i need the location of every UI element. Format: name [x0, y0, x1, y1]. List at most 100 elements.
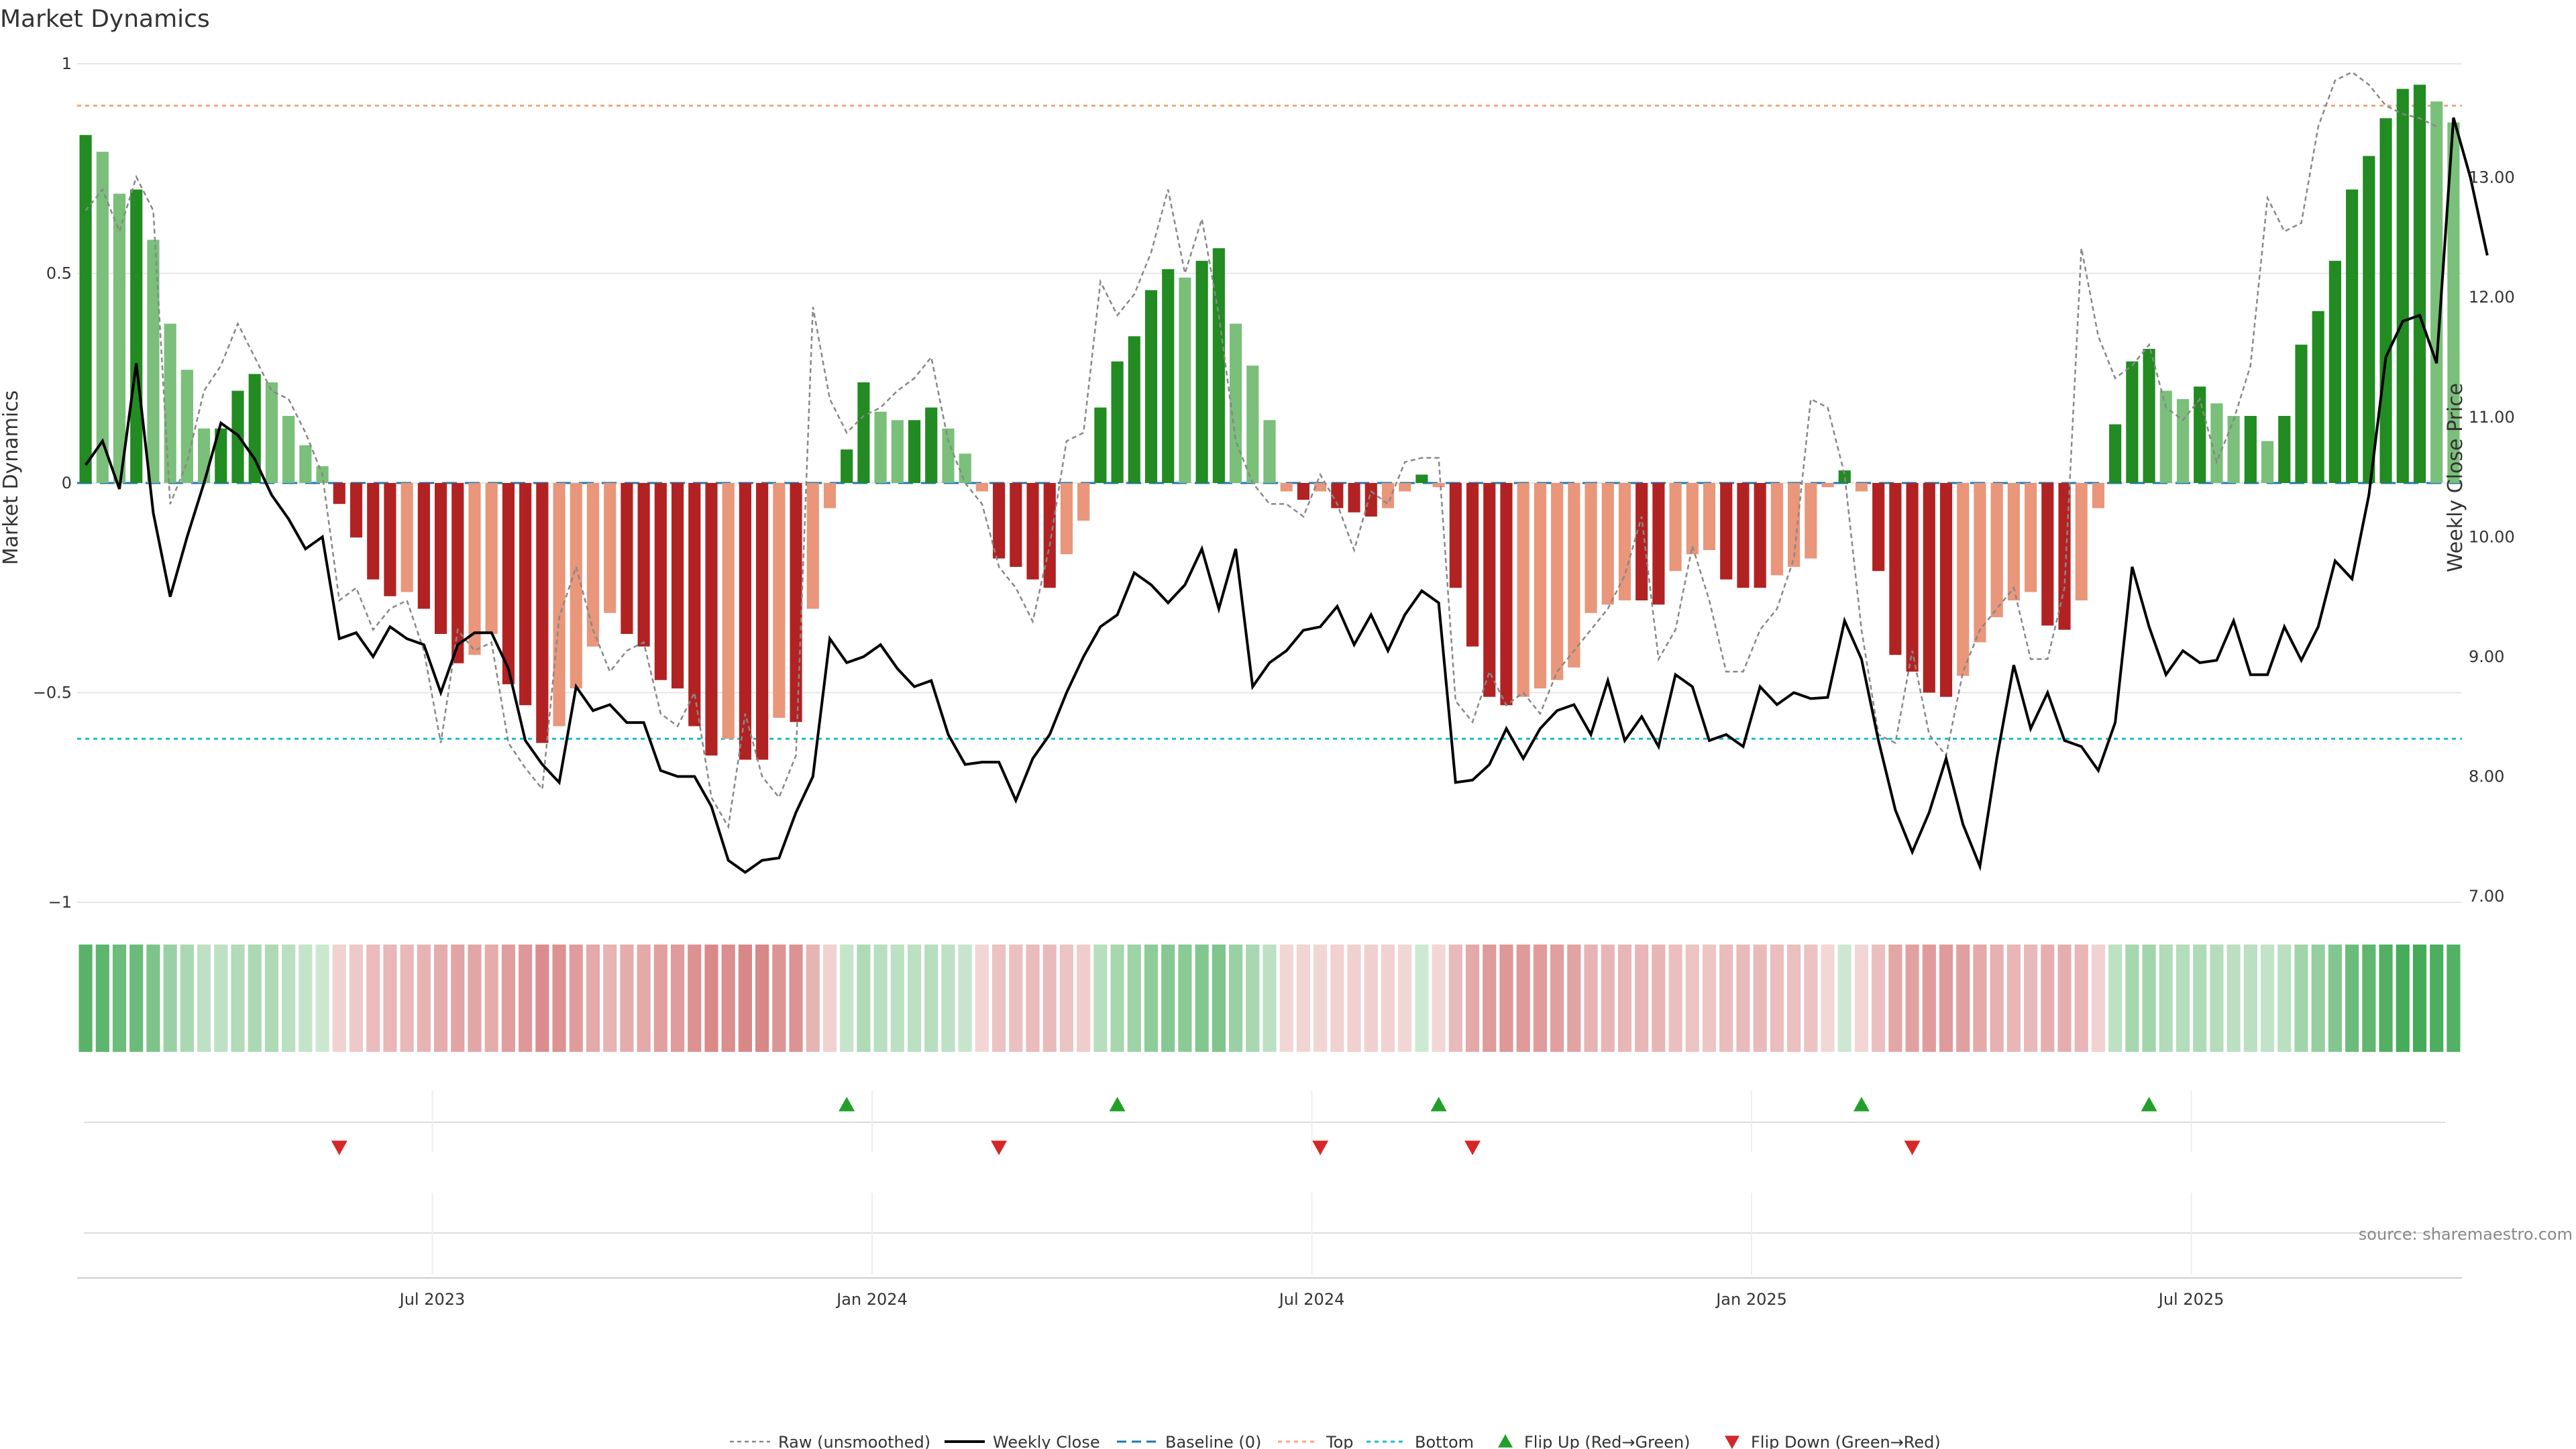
- dynamics-bar: [367, 483, 380, 580]
- heat-cell: [1956, 945, 1970, 1052]
- heat-cell: [214, 945, 228, 1052]
- heat-cell: [873, 945, 888, 1052]
- dynamics-bar: [2092, 483, 2105, 508]
- heat-cell: [1093, 945, 1108, 1052]
- dynamics-bar: [1415, 474, 1428, 483]
- dynamics-bar: [857, 382, 870, 483]
- axes: 1 0.5 0 −0.5 −1 13.00 12.00 11.00 10.00 9.00 8.00 7…: [33, 54, 2515, 912]
- dynamics-bar: [1195, 260, 1208, 483]
- heat-cell: [1973, 945, 1987, 1052]
- dynamics-bar: [1500, 483, 1513, 706]
- heat-cell: [2125, 945, 2139, 1052]
- heat-cell: [2142, 945, 2156, 1052]
- heat-cell: [1550, 945, 1564, 1052]
- heat-cell: [738, 945, 752, 1052]
- heat-cell: [1398, 945, 1412, 1052]
- heat-cell: [1601, 945, 1615, 1052]
- dynamics-bar: [2295, 344, 2308, 483]
- dynamics-bar: [2024, 483, 2037, 592]
- dynamics-bar: [1618, 483, 1631, 600]
- legend-label-raw: Raw (unsmoothed): [778, 1433, 930, 1449]
- dynamics-bar: [1551, 483, 1564, 680]
- heat-cell: [2006, 945, 2021, 1052]
- dynamics-bar: [1652, 483, 1665, 605]
- heat-cell: [1296, 945, 1311, 1052]
- left-tick-label: 0: [62, 474, 72, 492]
- dynamics-bar: [1432, 483, 1445, 488]
- dynamics-bar: [2396, 89, 2409, 483]
- dynamics-bar: [1381, 483, 1395, 508]
- dynamics-bar: [1990, 483, 2003, 617]
- right-tick-label: 11.00: [2469, 408, 2515, 427]
- legend-label-baseline: Baseline (0): [1165, 1433, 1261, 1449]
- heat-cell: [299, 945, 313, 1052]
- dynamics-bar: [2041, 483, 2054, 626]
- dynamics-bar: [773, 483, 786, 718]
- dynamics-bar: [1111, 361, 1124, 483]
- flip-up-marker: [1109, 1097, 1126, 1112]
- heat-cell: [1872, 945, 1886, 1052]
- dynamics-bar: [2227, 416, 2240, 483]
- heat-cell: [2412, 945, 2427, 1052]
- heat-cell: [2108, 945, 2123, 1052]
- heat-cell: [231, 945, 245, 1052]
- dynamics-bar: [1094, 407, 1107, 483]
- heat-cell: [840, 945, 854, 1052]
- flip-down-marker: [331, 1140, 347, 1155]
- dynamics-bar: [2413, 85, 2426, 483]
- dynamics-bar: [993, 483, 1006, 559]
- legend-swatch-flip_up: [1498, 1434, 1513, 1448]
- heat-cell: [1719, 945, 1733, 1052]
- heat-cell: [180, 945, 194, 1052]
- dynamics-bar: [604, 483, 616, 613]
- dynamics-bar: [688, 483, 701, 727]
- heat-cell: [1110, 945, 1124, 1052]
- flip-up-marker: [1853, 1097, 1870, 1112]
- heat-cell: [1516, 945, 1530, 1052]
- dynamics-bar: [1128, 336, 1140, 483]
- heat-cell: [2210, 945, 2224, 1052]
- dynamics-bar: [621, 483, 633, 634]
- heat-cell: [2041, 945, 2055, 1052]
- dynamics-bar: [959, 453, 971, 483]
- heat-cell: [2074, 945, 2088, 1052]
- weekly-close-line: [84, 117, 2489, 874]
- heat-cell: [1821, 945, 1835, 1052]
- heat-cell: [1059, 945, 1074, 1052]
- legend-swatch-flip_down: [1725, 1436, 1739, 1449]
- dynamics-bar: [823, 483, 837, 508]
- heat-cell: [1161, 945, 1175, 1052]
- heat-cell: [1178, 945, 1192, 1052]
- raw-line: [85, 71, 2437, 830]
- heat-cell: [586, 945, 600, 1052]
- dynamics-bar: [790, 483, 802, 722]
- heat-cell: [552, 945, 566, 1052]
- dynamics-bar: [586, 483, 600, 647]
- heat-cell: [857, 945, 871, 1052]
- dynamics-bar: [942, 428, 955, 483]
- heat-cell: [1483, 945, 1497, 1052]
- dynamics-bar: [1263, 420, 1276, 483]
- heat-cell: [1415, 945, 1429, 1052]
- heat-cell: [2379, 945, 2393, 1052]
- dynamics-bar: [2363, 156, 2375, 483]
- heat-cell: [2260, 945, 2275, 1052]
- legend-label-flip_down: Flip Down (Green→Red): [1751, 1433, 1941, 1449]
- dynamics-bar: [1635, 483, 1648, 600]
- heat-cell: [349, 945, 364, 1052]
- dynamics-bar: [180, 370, 193, 483]
- dynamics-bar: [1585, 483, 1597, 613]
- heat-cell: [1533, 945, 1547, 1052]
- heat-cell: [1246, 945, 1260, 1052]
- heat-cell: [2345, 945, 2359, 1052]
- heat-cell: [1787, 945, 1801, 1052]
- heat-cell: [975, 945, 989, 1052]
- dynamics-bar: [384, 483, 396, 596]
- date-axis: Jul 2023 Jan 2024 Jul 2024 Jan 2025 Jul 2025: [77, 1090, 2462, 1309]
- heat-cell: [519, 945, 533, 1052]
- dynamics-bar: [2328, 260, 2341, 483]
- heat-cell: [1753, 945, 1767, 1052]
- heat-cell: [1432, 945, 1446, 1052]
- heat-cell: [822, 945, 837, 1052]
